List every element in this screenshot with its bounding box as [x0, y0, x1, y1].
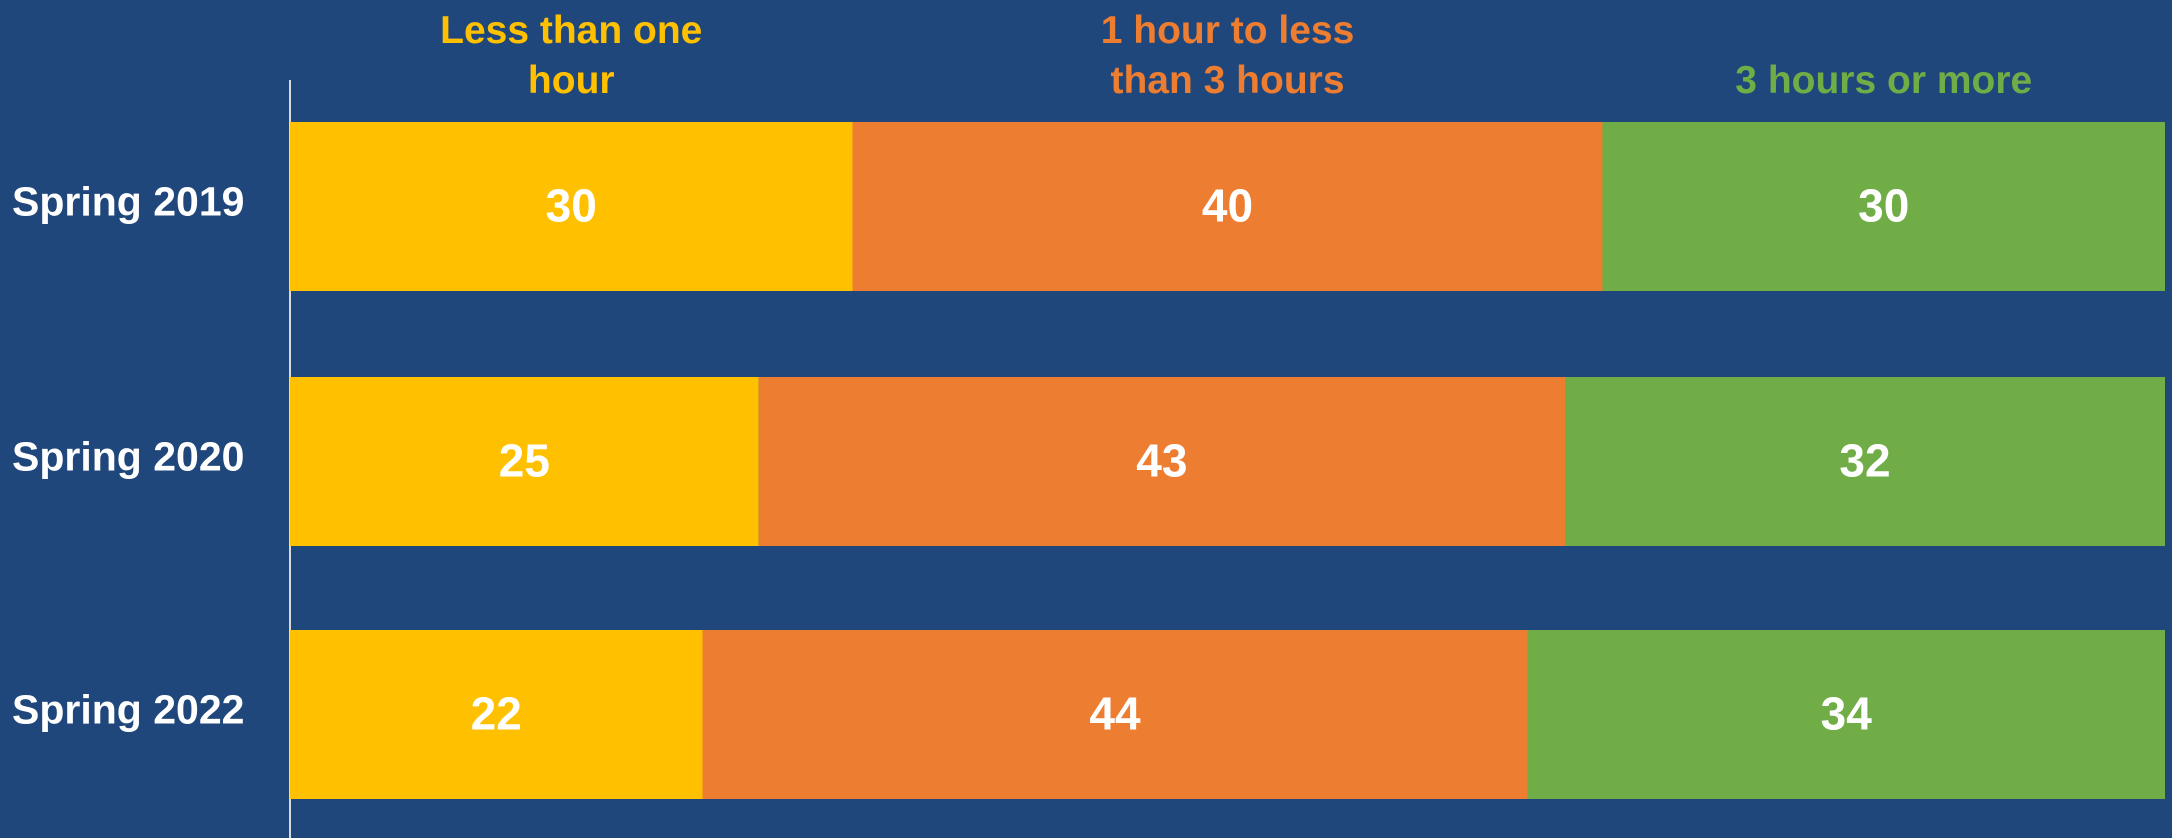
legend-label: Less than one hour: [440, 9, 703, 103]
category-label: Spring 2022: [12, 686, 244, 732]
value-label: 34: [1821, 688, 1873, 740]
value-label: 32: [1839, 435, 1890, 487]
legend-label: 3 hours or more: [1735, 59, 2033, 103]
category-label: Spring 2019: [12, 178, 244, 224]
legend-label: 1 hour to less than 3 hours: [1100, 9, 1355, 103]
bar-segment: [1565, 377, 2165, 546]
value-label: 30: [546, 180, 597, 232]
value-label: 40: [1202, 180, 1253, 232]
bar-segment: [290, 377, 759, 546]
bar-segment: [1527, 630, 2165, 799]
bar-segment: [702, 630, 1528, 799]
value-label: 43: [1136, 435, 1187, 487]
bar-segment: [290, 630, 703, 799]
value-label: 22: [471, 688, 522, 740]
value-label: 30: [1858, 180, 1909, 232]
category-label: Spring 2020: [12, 433, 244, 479]
value-label: 25: [499, 435, 550, 487]
bar-segment: [852, 122, 1603, 291]
bar-segment: [758, 377, 1565, 546]
value-label: 44: [1089, 688, 1141, 740]
bar-segment: [290, 122, 853, 291]
bar-segment: [1602, 122, 2165, 291]
